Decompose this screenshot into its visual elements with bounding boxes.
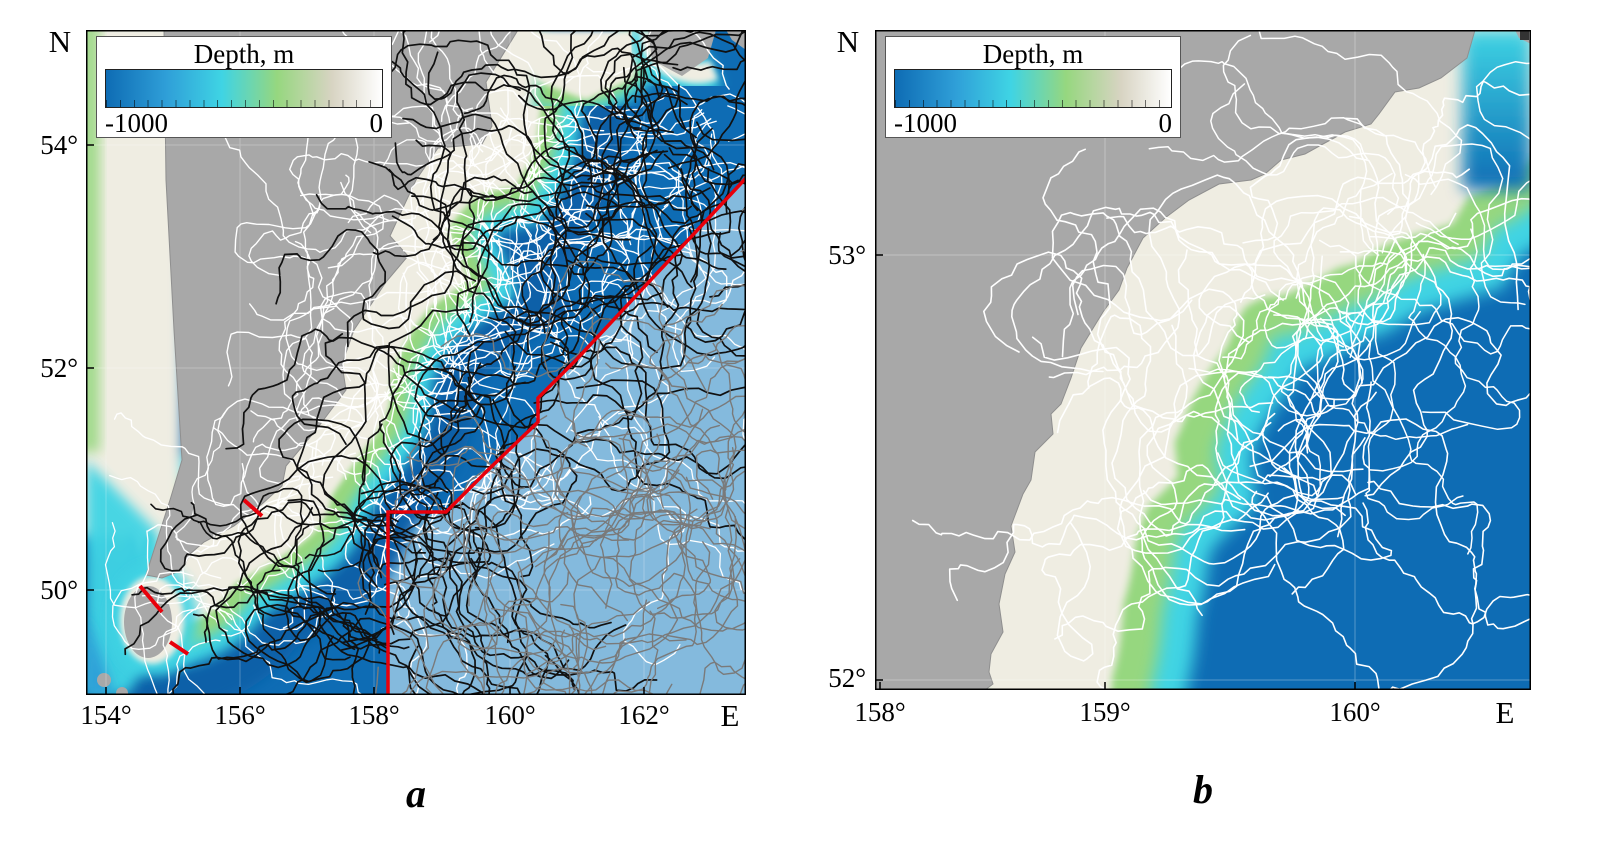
north-letter-b: N xyxy=(836,24,860,59)
legend-min-label: -1000 xyxy=(105,108,168,138)
east-letter-a: E xyxy=(720,698,740,733)
panel-label-b: b xyxy=(1193,767,1213,812)
ytick-52: 52° xyxy=(40,353,78,383)
xtick-160: 160° xyxy=(484,700,536,730)
legend-labels: -1000 0 xyxy=(105,108,383,138)
bathymetry-map-b xyxy=(875,30,1531,690)
depth-colorbar xyxy=(105,69,383,108)
xtick-159: 159° xyxy=(1079,697,1131,727)
red-zone-boundary xyxy=(386,176,746,695)
ship-tracks-a xyxy=(104,30,746,695)
legend-max-label: 0 xyxy=(1158,108,1173,138)
corner-marker xyxy=(1520,31,1529,40)
map-panel-a: Depth, m -1000 0 xyxy=(86,30,746,695)
depth-legend-b: Depth, m -1000 0 xyxy=(885,36,1181,138)
ship-tracks-b xyxy=(911,30,1531,690)
corner-water xyxy=(1463,30,1531,190)
xtick-158b: 158° xyxy=(854,697,906,727)
east-letter-b: E xyxy=(1495,695,1515,730)
ytick-54: 54° xyxy=(40,130,78,160)
islet-2 xyxy=(116,687,128,695)
ytick-50: 50° xyxy=(40,575,78,605)
xtick-154: 154° xyxy=(80,700,132,730)
islet-1 xyxy=(97,673,111,687)
legend-labels: -1000 0 xyxy=(894,108,1172,138)
red-coastal-segments xyxy=(138,498,264,656)
xtick-158: 158° xyxy=(348,700,400,730)
ytick-52b: 52° xyxy=(828,663,866,693)
panel-label-a: a xyxy=(406,771,426,816)
xtick-162: 162° xyxy=(618,700,670,730)
map-panel-b: Depth, m -1000 0 xyxy=(875,30,1531,690)
map-border-b xyxy=(875,30,1531,690)
legend-title: Depth, m xyxy=(193,39,295,69)
map-border-a xyxy=(86,30,746,695)
legend-title: Depth, m xyxy=(982,39,1084,69)
depth-colorbar xyxy=(894,69,1172,108)
xtick-156: 156° xyxy=(214,700,266,730)
bathymetry-map-a xyxy=(86,30,746,695)
north-letter-a: N xyxy=(48,24,72,59)
legend-max-label: 0 xyxy=(369,108,384,138)
ytick-53: 53° xyxy=(828,240,866,270)
xtick-160b: 160° xyxy=(1329,697,1381,727)
depth-legend-a: Depth, m -1000 0 xyxy=(96,36,392,138)
legend-min-label: -1000 xyxy=(894,108,957,138)
